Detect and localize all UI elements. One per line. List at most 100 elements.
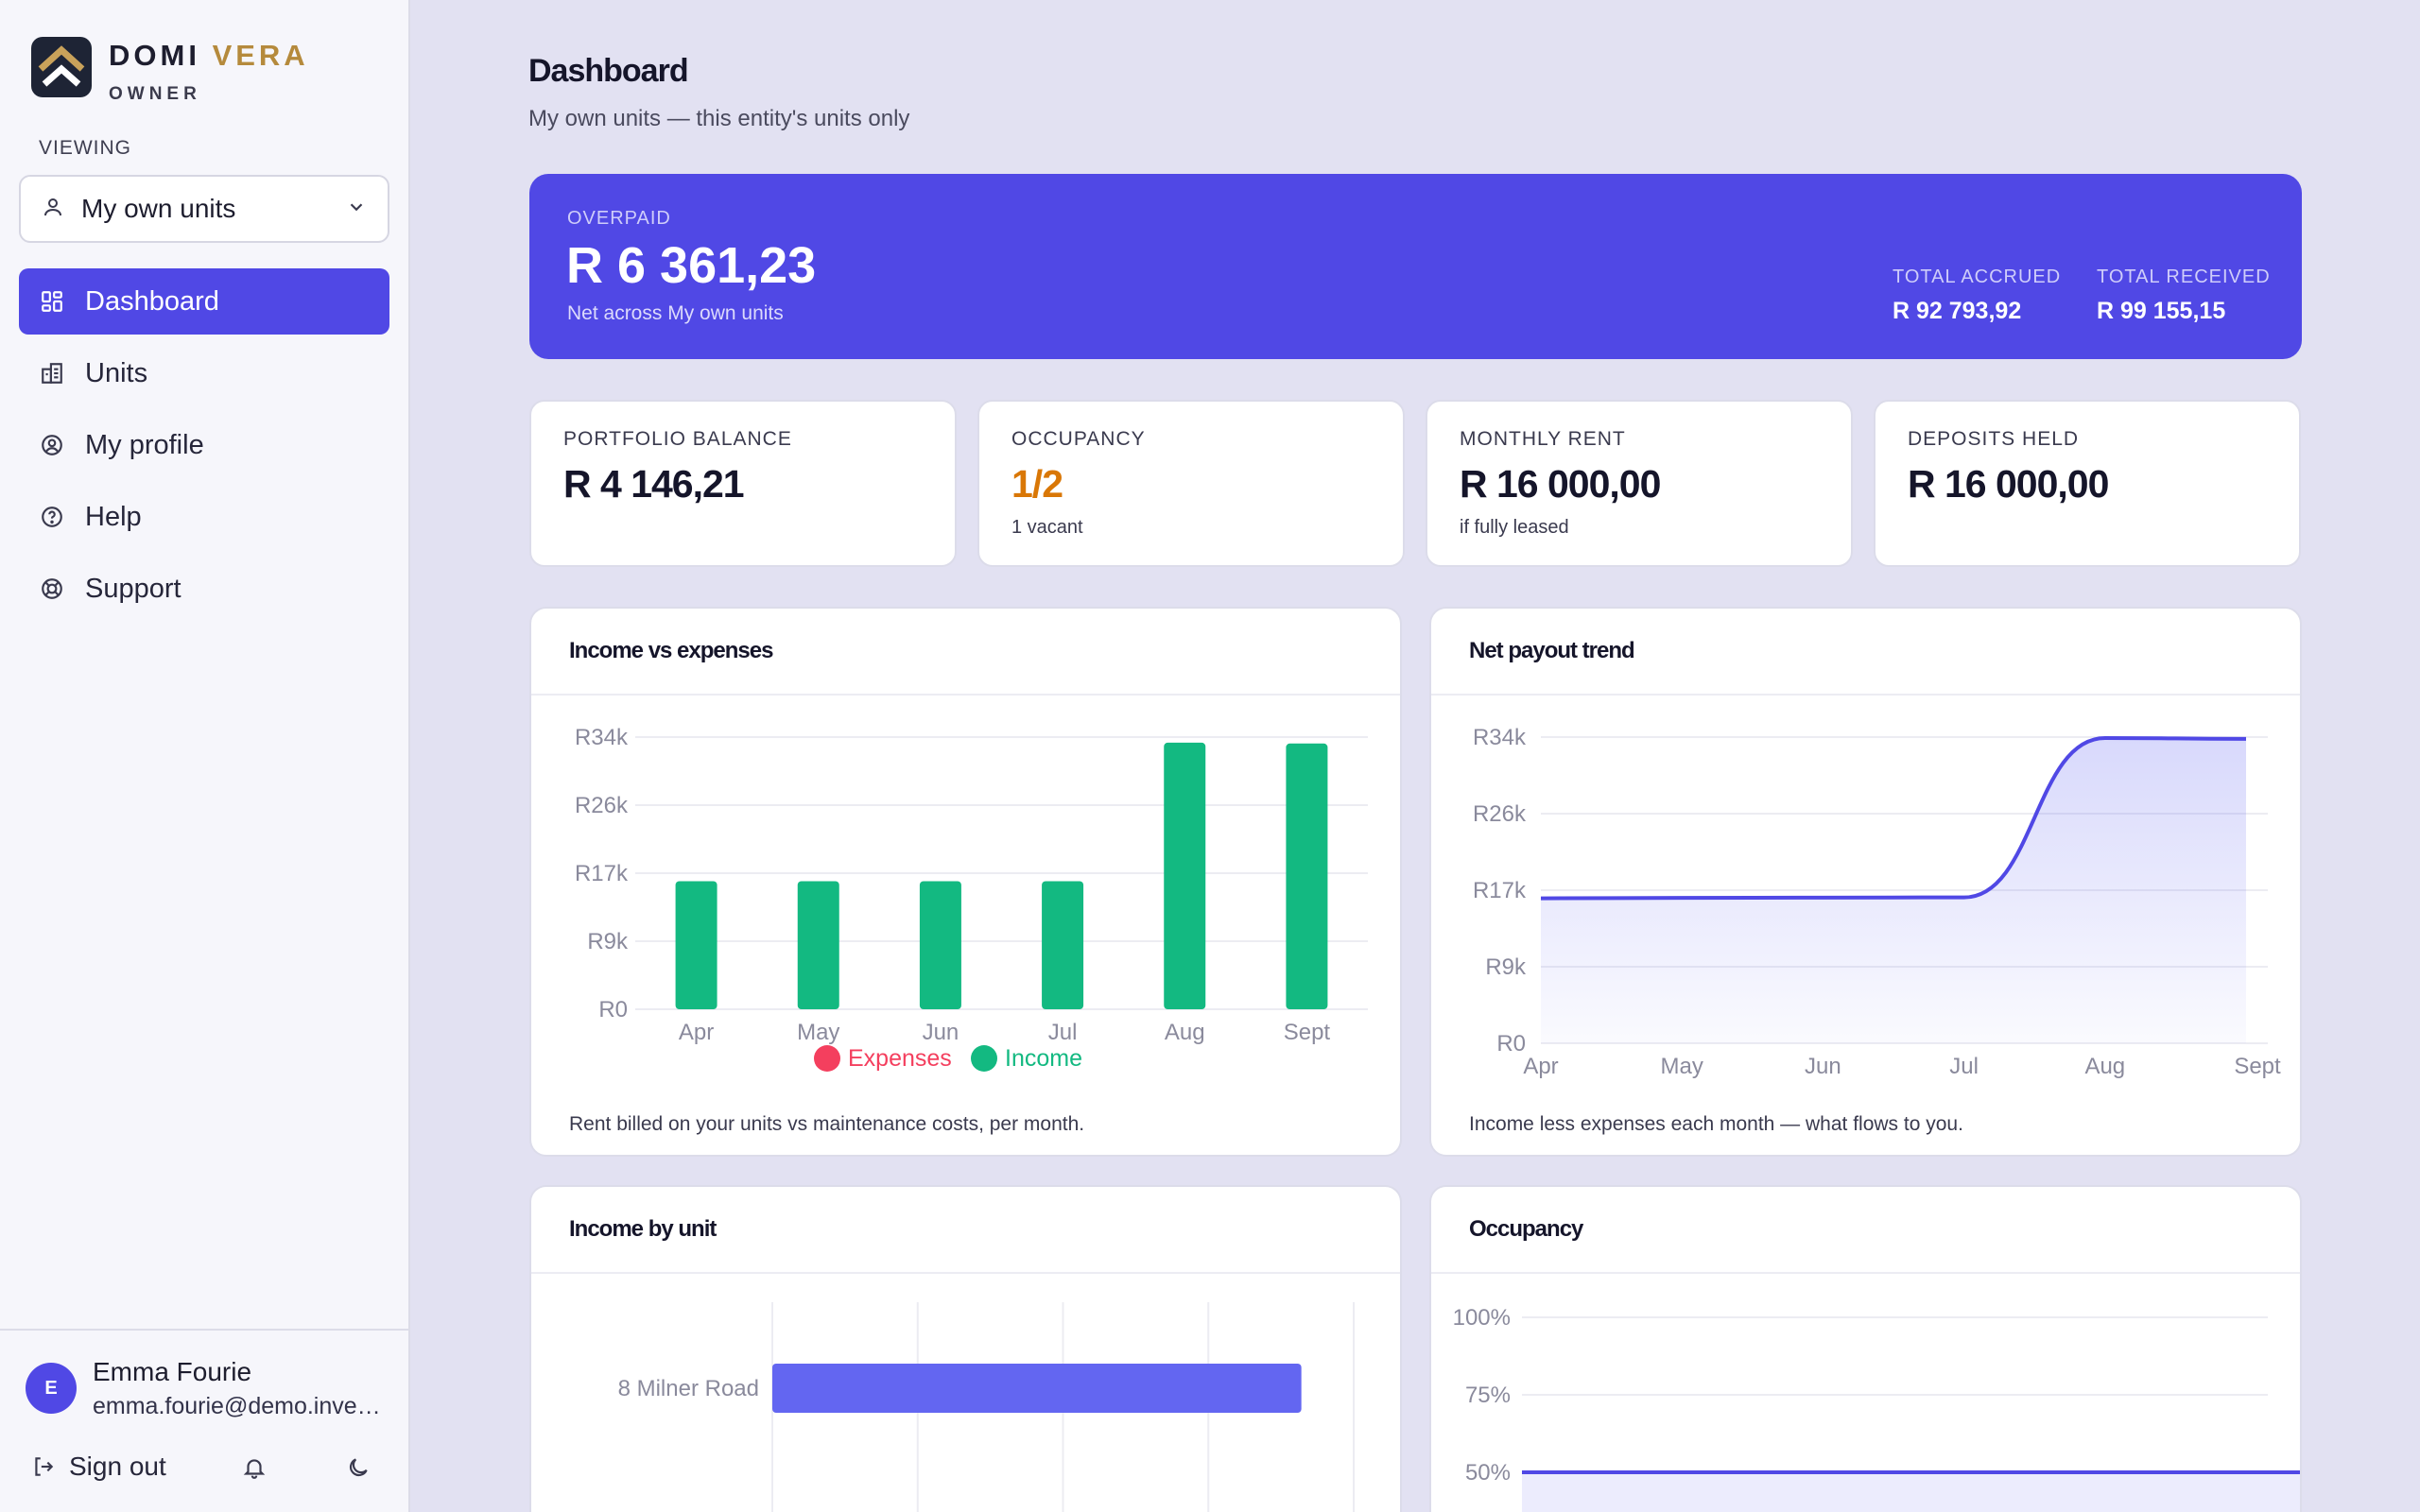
banner-label: OVERPAID: [567, 208, 671, 229]
help-icon: [38, 503, 66, 531]
sidebar-item-help[interactable]: Help: [19, 484, 389, 550]
card-income-vs-expenses: Income vs expenses R0 R9k R17k R26k R34k Apr M…: [529, 607, 1402, 1157]
kpi-sub: 1 vacant: [1011, 517, 1083, 538]
brand[interactable]: DOMI VERA OWNER: [31, 37, 309, 105]
kpi-deposits-held: DEPOSITS HELD R 16 000,00: [1874, 400, 2301, 567]
sidebar-item-support[interactable]: Support: [19, 556, 389, 622]
user-icon: [42, 196, 64, 223]
legend-expenses-swatch: [814, 1045, 840, 1072]
y-tick-label: R0: [1496, 1031, 1526, 1057]
x-tick-label: Aug: [2084, 1054, 2125, 1079]
kpi-label: DEPOSITS HELD: [1908, 428, 2080, 450]
x-tick-label: May: [797, 1020, 839, 1045]
sign-out-label: Sign out: [69, 1452, 166, 1481]
balance-banner: OVERPAID R 6 361,23 Net across My own un…: [529, 174, 2302, 359]
y-tick-label: R26k: [575, 793, 629, 818]
banner-subtitle: Net across My own units: [567, 302, 784, 324]
kpi-occupancy: OCCUPANCY 1/2 1 vacant: [977, 400, 1405, 567]
sidebar-nav: Dashboard Units My profile Help Support: [19, 268, 389, 627]
kpi-sub: if fully leased: [1460, 517, 1569, 538]
card-title: Income by unit: [531, 1187, 1400, 1274]
x-tick-label: Jul: [1048, 1020, 1078, 1045]
avatar[interactable]: E: [26, 1363, 77, 1414]
net-payout-line: [1540, 735, 2247, 901]
brand-name: DOMI VERA: [109, 39, 309, 72]
income-vs-expenses-chart: R0 R9k R17k R26k R34k Apr May Jun Jul Aug Sept Expe…: [575, 725, 1368, 1072]
card-footnote: Rent billed on your units vs maintenance…: [569, 1113, 1085, 1135]
sidebar-item-label: Units: [85, 357, 148, 388]
sidebar-item-label: Help: [85, 501, 142, 532]
income-bar: [1042, 881, 1084, 1009]
y-tick-label: 100%: [1453, 1305, 1511, 1331]
income-by-unit-chart: 8 Milner Road: [618, 1302, 1355, 1512]
x-tick-label: Jun: [1805, 1054, 1841, 1079]
legend-income-label: Income: [1005, 1045, 1082, 1072]
income-bar: [1286, 743, 1328, 1009]
card-title: Income vs expenses: [531, 609, 1400, 696]
income-bar: [919, 881, 961, 1009]
viewing-label: VIEWING: [39, 137, 132, 159]
income-bar: [1164, 742, 1206, 1009]
kpi-portfolio-balance: PORTFOLIO BALANCE R 4 146,21: [529, 400, 957, 567]
y-tick-label: R34k: [1473, 725, 1527, 750]
lifebuoy-icon: [38, 575, 66, 603]
card-title: Net payout trend: [1431, 609, 2300, 696]
net-payout-area: [1541, 737, 2246, 1043]
building-icon: [38, 359, 66, 387]
card-title: Occupancy: [1431, 1187, 2300, 1274]
user-circle-icon: [38, 431, 66, 459]
x-tick-label: May: [1661, 1054, 1703, 1079]
x-tick-label: Sept: [2234, 1054, 2281, 1079]
sidebar-item-units[interactable]: Units: [19, 340, 389, 406]
kpi-value: 1/2: [1011, 462, 1063, 506]
y-tick-label: R26k: [1473, 801, 1527, 827]
card-occupancy: Occupancy 50% 75% 100%: [1429, 1185, 2302, 1512]
page-subtitle: My own units — this entity's units only: [528, 106, 910, 131]
user-name: Emma Fourie: [93, 1357, 252, 1386]
y-tick-label: R17k: [575, 861, 629, 886]
legend-expenses-label: Expenses: [848, 1045, 952, 1072]
total-accrued-label: TOTAL ACCRUED: [1893, 266, 2062, 287]
unit-income-bar: [772, 1364, 1302, 1413]
sidebar-footer: E Emma Fourie emma.fourie@demo.investor.…: [0, 1329, 408, 1512]
chevron-down-icon: [346, 197, 367, 222]
total-received-value: R 99 155,15: [2097, 298, 2226, 324]
kpi-value: R 4 146,21: [563, 462, 745, 506]
page-title: Dashboard: [528, 53, 689, 89]
x-tick-label: Apr: [1523, 1054, 1558, 1079]
sidebar-item-dashboard[interactable]: Dashboard: [19, 268, 389, 335]
entity-select[interactable]: My own units: [19, 175, 389, 243]
total-received: TOTAL RECEIVED R 99 155,15: [2097, 266, 2271, 325]
kpi-monthly-rent: MONTHLY RENT R 16 000,00 if fully leased: [1426, 400, 1853, 567]
legend-income-swatch: [971, 1045, 997, 1072]
y-tick-label: 75%: [1465, 1383, 1511, 1408]
y-tick-label: R34k: [575, 725, 629, 750]
occupancy-chart: 50% 75% 100%: [1453, 1305, 2300, 1512]
sign-out-icon: [35, 1457, 54, 1476]
sidebar-item-my-profile[interactable]: My profile: [19, 412, 389, 478]
brand-role: OWNER: [109, 84, 201, 104]
card-footnote: Income less expenses each month — what f…: [1469, 1113, 1963, 1135]
dashboard-icon: [38, 287, 66, 316]
sign-out-button[interactable]: Sign out: [31, 1452, 166, 1482]
y-tick-label: 50%: [1465, 1460, 1511, 1486]
x-tick-label: Jun: [923, 1020, 959, 1045]
kpi-value: R 16 000,00: [1908, 462, 2109, 506]
banner-amount: R 6 361,23: [566, 237, 817, 294]
bell-icon[interactable]: [242, 1455, 267, 1485]
x-tick-label: Jul: [1949, 1054, 1979, 1079]
y-tick-label: R9k: [587, 929, 629, 954]
occupancy-area: [1522, 1472, 2300, 1512]
brand-logo-icon: [31, 37, 92, 97]
kpi-value: R 16 000,00: [1460, 462, 1661, 506]
entity-select-value: My own units: [81, 194, 236, 223]
x-tick-label: Apr: [679, 1020, 714, 1045]
x-tick-label: Sept: [1284, 1020, 1331, 1045]
user-email: emma.fourie@demo.investor.co.za: [93, 1393, 386, 1419]
total-accrued-value: R 92 793,92: [1893, 298, 2022, 324]
total-accrued: TOTAL ACCRUED R 92 793,92: [1893, 266, 2061, 325]
card-income-by-unit: Income by unit 8 Milner Road: [529, 1185, 1402, 1512]
moon-icon[interactable]: [346, 1455, 371, 1485]
income-bar: [675, 881, 717, 1009]
y-tick-label: 8 Milner Road: [618, 1376, 759, 1401]
